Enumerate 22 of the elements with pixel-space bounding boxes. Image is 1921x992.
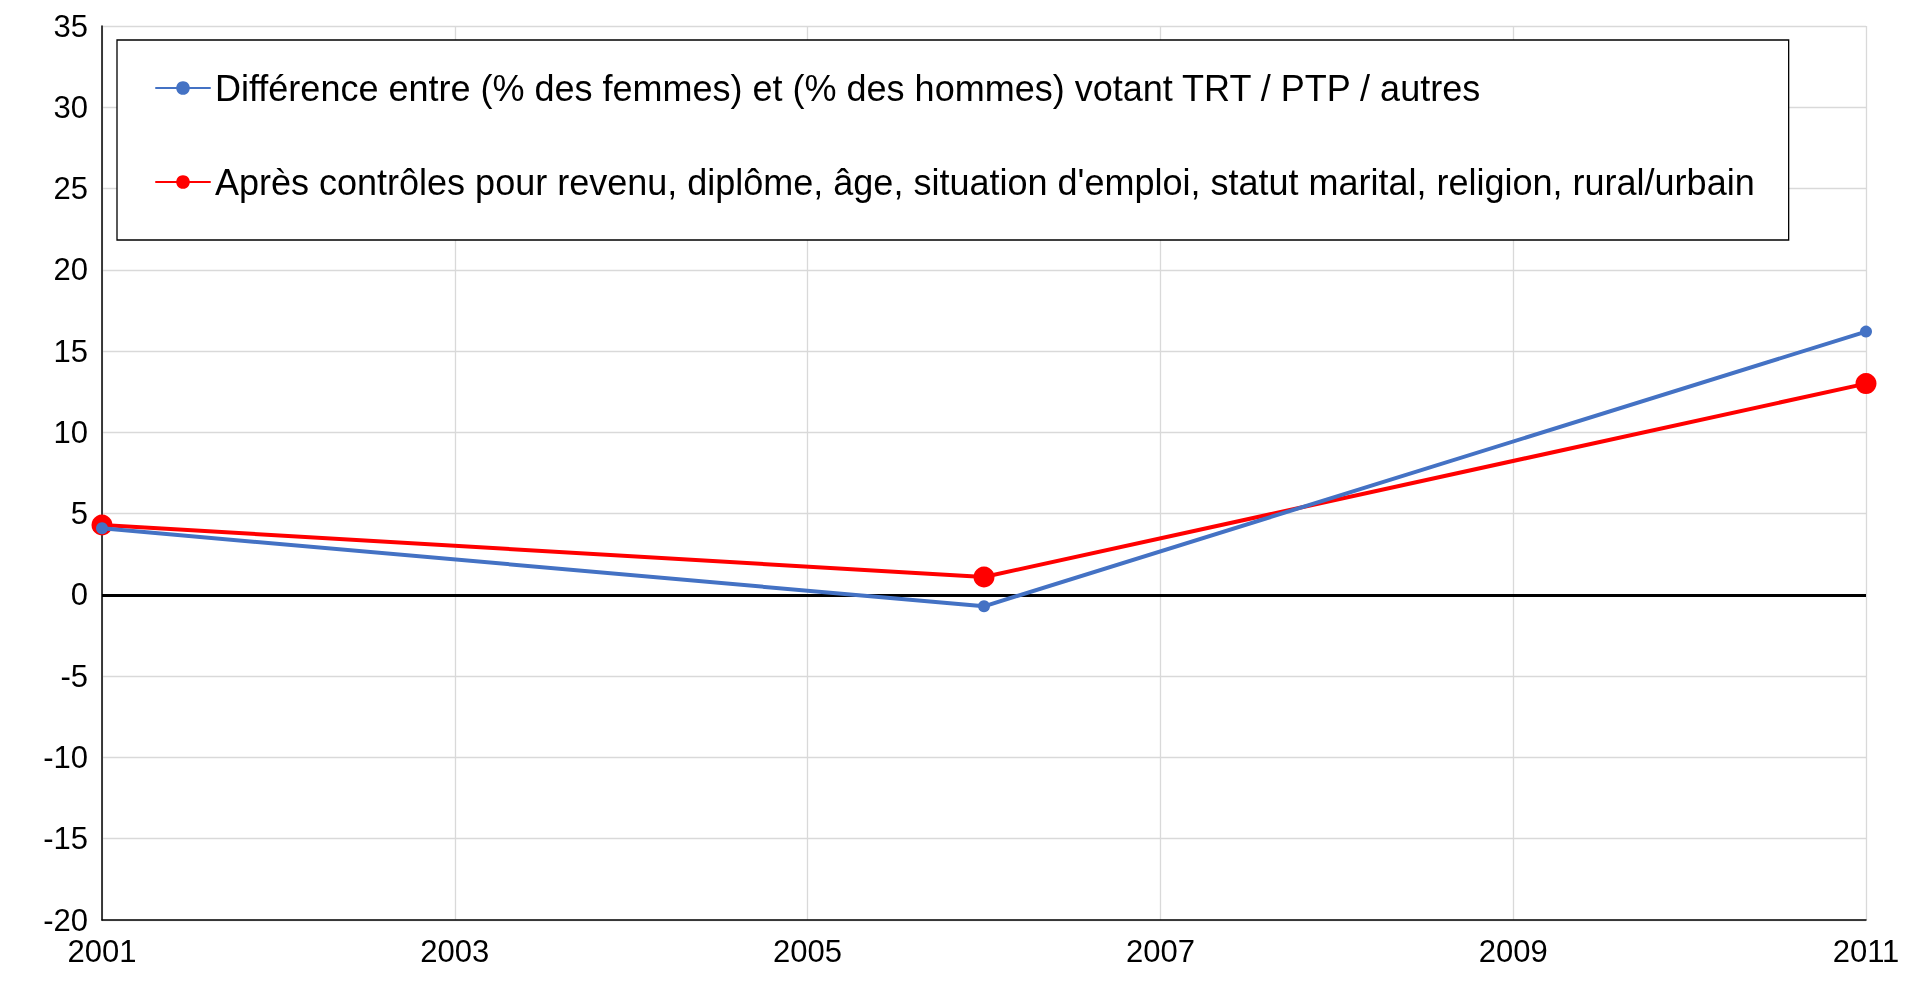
point (978, 600, 990, 613)
y-tick-label: 5 (70, 496, 88, 532)
legend-label: Après contrôles pour revenu, diplôme, âge, situation d'emploi, statut marital, religion, rural/urbain (215, 161, 1755, 203)
y-tick-label: 15 (53, 333, 88, 369)
y-tick-label: 30 (53, 89, 88, 125)
x-tick-label: 2011 (1832, 934, 1900, 969)
y-tick-label: 20 (53, 252, 88, 288)
y-tick-label: -5 (60, 658, 88, 694)
x-tick-label: 2003 (420, 934, 490, 969)
legend-label: Différence entre (% des femmes) et (% des hommes) votant TRT / PTP / autres (215, 67, 1481, 109)
y-tick-label: 0 (70, 577, 88, 613)
y-tick-label: 10 (53, 414, 88, 450)
y-tick-label: -15 (43, 821, 88, 857)
x-tick-label: 2007 (1125, 934, 1195, 969)
y-tick-label: 35 (53, 8, 88, 44)
y-tick-label: 25 (53, 171, 88, 207)
point (973, 566, 995, 588)
x-tick-label: 2009 (1478, 934, 1548, 969)
x-tick-label: 2005 (773, 934, 843, 969)
point (1855, 373, 1877, 395)
point (1860, 325, 1872, 338)
y-tick-label: -10 (43, 739, 88, 775)
